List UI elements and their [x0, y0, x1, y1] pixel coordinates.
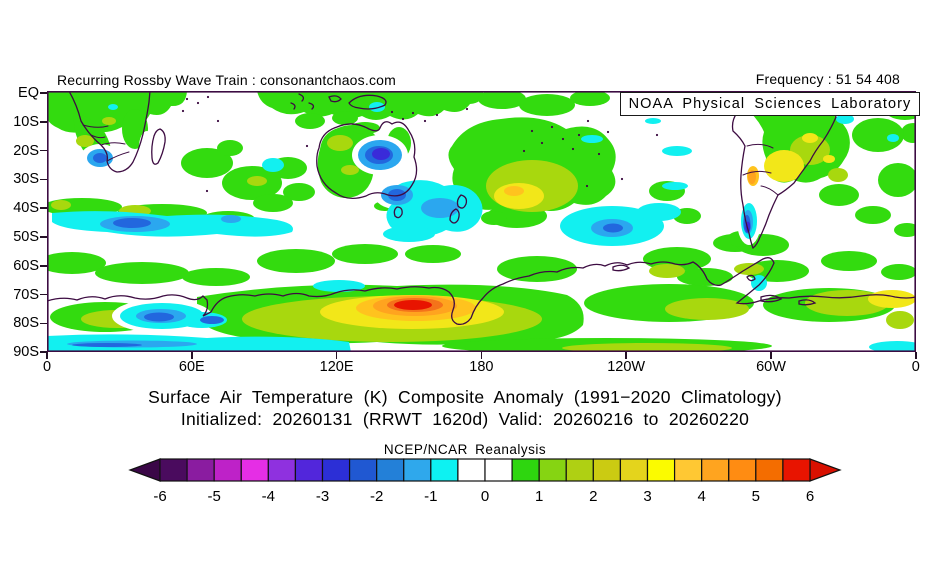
- coastline-tasmania: [393, 206, 403, 219]
- y-axis-tick: [40, 149, 47, 152]
- colorbar-tick-label: 4: [697, 488, 705, 505]
- colorbar-tick-label: 5: [752, 488, 760, 505]
- border-south-america-internal: [742, 143, 779, 196]
- island-dots-layer: [181, 95, 659, 193]
- y-axis-label: 80S: [13, 315, 39, 332]
- colorbar-tick-label: -5: [207, 488, 220, 505]
- colorbar-tick-label: -3: [316, 488, 329, 505]
- colorbar-cell: [592, 458, 622, 482]
- colorbar-cell: [619, 458, 649, 482]
- y-axis-label: 60S: [13, 257, 39, 274]
- colorbar-cell: [565, 458, 594, 482]
- colorbar-cell: [348, 458, 378, 482]
- y-axis-label: 70S: [13, 286, 39, 303]
- colorbar-cell: [511, 458, 540, 482]
- x-axis-tick: [480, 352, 483, 359]
- map-area: [47, 91, 916, 352]
- colorbar-cell: [782, 458, 811, 482]
- y-axis-tick: [40, 265, 47, 267]
- colorbar-cell: [484, 458, 513, 482]
- y-axis-label: 50S: [13, 229, 39, 245]
- x-axis-tick: [191, 352, 193, 359]
- colorbar-cell: [294, 458, 324, 482]
- colorbar-cell: [159, 458, 188, 482]
- anomaly-map-svg: [47, 91, 916, 352]
- colorbar-cell: [376, 458, 405, 482]
- coastline-indonesia: [290, 93, 315, 110]
- colorbar-cell: [646, 458, 676, 482]
- y-axis-tick: [40, 322, 47, 325]
- noaa-overlay-box: NOAA Physical Sciences Laboratory: [620, 92, 920, 116]
- coastline-new-zealand: [449, 194, 468, 224]
- colorbar-tick-label: 6: [806, 488, 814, 505]
- colorbar-tick-label: 3: [643, 488, 651, 505]
- colorbar-tick-label: -2: [370, 488, 383, 505]
- x-axis-label: 0: [42, 359, 52, 375]
- colorbar-title: NCEP/NCAR Reanalysis: [383, 442, 547, 457]
- y-axis-label: 40S: [13, 200, 39, 217]
- header-frequency-label: Frequency : 51 54 408: [755, 71, 900, 87]
- coastline-new-guinea: [328, 94, 387, 110]
- colorbar-cell: [186, 458, 215, 482]
- colorbar-cell: [267, 458, 297, 482]
- y-axis-label: 20S: [13, 142, 39, 159]
- x-axis-tick: [915, 352, 917, 359]
- colorbar-tick-label: -4: [262, 488, 275, 505]
- x-axis-label: 60W: [756, 359, 786, 375]
- colorbar-cell: [403, 458, 432, 482]
- colorbar-tick-label: 2: [589, 488, 597, 505]
- colorbar-cell: [430, 458, 459, 482]
- colorbar-cell: [673, 458, 703, 482]
- x-axis-label: 0: [911, 359, 920, 375]
- coastline-madagascar: [151, 128, 166, 165]
- x-axis-label: 120W: [607, 359, 646, 375]
- colorbar-cell: [701, 458, 730, 482]
- header-left-label: Recurring Rossby Wave Train : consonantc…: [57, 72, 397, 88]
- colorbar-cell: [457, 458, 486, 482]
- coastline-antarctica: [47, 257, 916, 326]
- y-axis-tick: [40, 293, 47, 296]
- colorbar-cell: [321, 458, 351, 482]
- colorbar-cell: [213, 458, 242, 482]
- colorbar-cell: [755, 458, 784, 482]
- colorbar-left-arrow: [128, 458, 161, 482]
- y-axis-tick: [40, 236, 47, 238]
- x-axis-tick: [335, 352, 338, 359]
- y-axis-label: 30S: [13, 171, 39, 188]
- x-axis-label: 60E: [178, 359, 205, 375]
- colorbar-tick-label: 1: [535, 488, 543, 505]
- x-axis-tick: [46, 352, 48, 359]
- x-axis-tick: [625, 352, 627, 359]
- colorbar-cell: [728, 458, 757, 482]
- colorbar-tick-label: 0: [481, 488, 489, 505]
- plot-title-line1: Surface Air Temperature (K) Composite An…: [148, 387, 782, 407]
- x-axis-label: 180: [469, 359, 494, 375]
- x-axis-label: 120E: [319, 359, 354, 375]
- red-hotspot-layer: [394, 300, 432, 310]
- noaa-overlay-label: NOAA Physical Sciences Laboratory: [628, 96, 912, 112]
- plot-title-line2: Initialized: 20260131 (RRWT 1620d) Valid…: [180, 409, 750, 429]
- y-axis-tick: [40, 92, 47, 94]
- y-axis-label: EQ: [18, 85, 39, 101]
- colorbar-svg: -6 -5 -4 -3 -2 -1 0 1 2 3 4 5 6: [128, 458, 842, 505]
- border-africa-internal: [82, 124, 130, 162]
- colorbar-cell: [240, 458, 269, 482]
- y-axis-tick: [40, 351, 47, 353]
- coastline-africa: [68, 91, 151, 173]
- y-axis-label: 90S: [13, 344, 39, 361]
- colorbar-tick-label: -1: [424, 488, 437, 505]
- x-axis-tick: [770, 352, 772, 359]
- colorbar-right-arrow: [809, 458, 842, 482]
- map-border: [47, 91, 916, 352]
- colorbar-tick-label: -6: [153, 488, 166, 505]
- coastline-australia: [316, 121, 418, 200]
- y-axis-tick: [40, 178, 47, 181]
- colorbar-cell: [538, 458, 567, 482]
- y-axis-tick: [40, 121, 47, 123]
- y-axis-label: 10S: [13, 113, 39, 130]
- coastline-ice-shelves: [612, 264, 817, 306]
- y-axis-tick: [40, 207, 47, 209]
